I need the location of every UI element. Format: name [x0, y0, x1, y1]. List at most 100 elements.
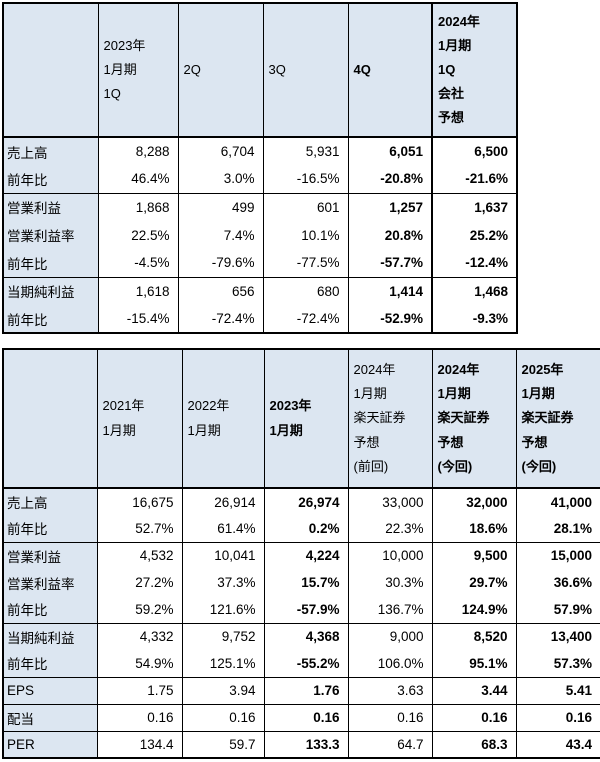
data-cell: 656 — [177, 276, 264, 305]
data-cell: -57.7% — [347, 249, 433, 277]
data-cell: 1.75 — [96, 676, 183, 704]
data-cell: 57.9% — [515, 596, 600, 623]
data-cell: 8,288 — [97, 136, 179, 165]
table-row: 当期純利益 4,332 9,752 4,368 9,000 8,520 13,400 — [2, 622, 600, 650]
data-cell: 0.16 — [431, 703, 517, 731]
table-row: 当期純利益 1,618 656 680 1,414 1,468 — [2, 276, 518, 305]
table-row: EPS 1.75 3.94 1.76 3.63 3.44 5.41 — [2, 676, 600, 704]
data-cell: 0.16 — [181, 703, 265, 731]
data-cell: 22.5% — [97, 221, 179, 249]
data-cell: -9.3% — [431, 305, 518, 333]
column-header: 2024年 1月期 楽天証券 予想 (今回) — [431, 349, 517, 489]
table-row: 売上高 16,675 26,914 26,974 33,000 32,000 41,000 — [2, 487, 600, 515]
data-cell: 10,041 — [181, 541, 265, 569]
data-cell: 124.9% — [431, 596, 517, 623]
column-header: 2023年 1月期 — [263, 349, 349, 489]
corner-cell — [2, 349, 98, 489]
data-cell: 6,704 — [177, 136, 264, 165]
column-header: 2022年 1月期 — [181, 349, 265, 489]
data-cell: 4,368 — [263, 622, 349, 650]
data-cell: 59.7 — [181, 730, 265, 758]
row-label: 前年比 — [2, 596, 98, 623]
data-cell: 95.1% — [431, 650, 517, 677]
data-cell: 61.4% — [181, 515, 265, 542]
data-cell: 1,414 — [347, 276, 433, 305]
data-cell: 9,752 — [181, 622, 265, 650]
data-cell: 59.2% — [96, 596, 183, 623]
data-cell: -12.4% — [431, 249, 518, 277]
row-label: 営業利益率 — [2, 221, 99, 249]
data-cell: 54.9% — [96, 650, 183, 677]
data-cell: 1,618 — [97, 276, 179, 305]
data-cell: -72.4% — [262, 305, 349, 333]
data-cell: 1,257 — [347, 192, 433, 221]
row-label: 前年比 — [2, 249, 99, 277]
header-row: 2021年 1月期 2022年 1月期 2023年 1月期 2024年 1月期 楽天証… — [2, 349, 600, 489]
data-cell: 0.16 — [263, 703, 349, 731]
corner-cell — [2, 3, 99, 138]
row-label: 営業利益率 — [2, 569, 98, 596]
table-row: PER 134.4 59.7 133.3 64.7 68.3 43.4 — [2, 730, 600, 758]
data-cell: 32,000 — [431, 487, 517, 515]
data-cell: 28.1% — [515, 515, 600, 542]
quarterly-table-header: 2023年 1月期 1Q 2Q 3Q 4Q 2024年 1月期 1Q 会社 予想 — [2, 3, 518, 138]
data-cell: -21.6% — [431, 165, 518, 193]
data-cell: 136.7% — [347, 596, 433, 623]
data-cell: -15.4% — [97, 305, 179, 333]
annual-results-forecast-table: 2021年 1月期 2022年 1月期 2023年 1月期 2024年 1月期 楽天証… — [2, 348, 600, 759]
data-cell: 68.3 — [431, 730, 517, 758]
data-cell: 27.2% — [96, 569, 183, 596]
data-cell: 13,400 — [515, 622, 600, 650]
header-row: 2023年 1月期 1Q 2Q 3Q 4Q 2024年 1月期 1Q 会社 予想 — [2, 3, 518, 138]
data-cell: 3.0% — [177, 165, 264, 193]
data-cell: 15,000 — [515, 541, 600, 569]
data-cell: 5,931 — [262, 136, 349, 165]
data-cell: 3.63 — [347, 676, 433, 704]
data-cell: 64.7 — [347, 730, 433, 758]
data-cell: 15.7% — [263, 569, 349, 596]
table-row: 前年比 46.4% 3.0% -16.5% -20.8% -21.6% — [2, 165, 518, 193]
row-label: 売上高 — [2, 136, 99, 165]
data-cell: -72.4% — [177, 305, 264, 333]
data-cell: -57.9% — [263, 596, 349, 623]
row-label: EPS — [2, 676, 98, 704]
data-cell: 1.76 — [263, 676, 349, 704]
data-cell: 121.6% — [181, 596, 265, 623]
row-label: PER — [2, 730, 98, 758]
data-cell: 9,000 — [347, 622, 433, 650]
row-label: 前年比 — [2, 305, 99, 333]
data-cell: 6,051 — [347, 136, 433, 165]
table-row: 配当 0.16 0.16 0.16 0.16 0.16 0.16 — [2, 703, 600, 731]
table-row: 前年比 54.9% 125.1% -55.2% 106.0% 95.1% 57.3% — [2, 650, 600, 677]
data-cell: 4,332 — [96, 622, 183, 650]
data-cell: 134.4 — [96, 730, 183, 758]
data-cell: -16.5% — [262, 165, 349, 193]
data-cell: 1,868 — [97, 192, 179, 221]
data-cell: 499 — [177, 192, 264, 221]
column-header: 2024年 1月期 楽天証券 予想 (前回) — [347, 349, 433, 489]
data-cell: 26,914 — [181, 487, 265, 515]
data-cell: 25.2% — [431, 221, 518, 249]
column-header: 2021年 1月期 — [96, 349, 183, 489]
column-header: 2023年 1月期 1Q — [97, 3, 179, 138]
data-cell: 36.6% — [515, 569, 600, 596]
annual-table-body: 売上高 16,675 26,914 26,974 33,000 32,000 41,000 前… — [2, 487, 600, 758]
table-row: 前年比 52.7% 61.4% 0.2% 22.3% 18.6% 28.1% — [2, 515, 600, 542]
data-cell: 57.3% — [515, 650, 600, 677]
data-cell: 9,500 — [431, 541, 517, 569]
data-cell: 125.1% — [181, 650, 265, 677]
row-label: 当期純利益 — [2, 276, 99, 305]
row-label: 前年比 — [2, 650, 98, 677]
table-row: 売上高 8,288 6,704 5,931 6,051 6,500 — [2, 136, 518, 165]
quarterly-results-table: 2023年 1月期 1Q 2Q 3Q 4Q 2024年 1月期 1Q 会社 予想 売上高… — [2, 2, 518, 334]
column-header: 2024年 1月期 1Q 会社 予想 — [431, 3, 518, 138]
table-row: 営業利益 1,868 499 601 1,257 1,637 — [2, 192, 518, 221]
data-cell: 10.1% — [262, 221, 349, 249]
data-cell: 10,000 — [347, 541, 433, 569]
data-cell: 46.4% — [97, 165, 179, 193]
table-row: 前年比 -15.4% -72.4% -72.4% -52.9% -9.3% — [2, 305, 518, 333]
data-cell: 22.3% — [347, 515, 433, 542]
data-cell: 52.7% — [96, 515, 183, 542]
column-header: 3Q — [262, 3, 349, 138]
data-cell: -77.5% — [262, 249, 349, 277]
